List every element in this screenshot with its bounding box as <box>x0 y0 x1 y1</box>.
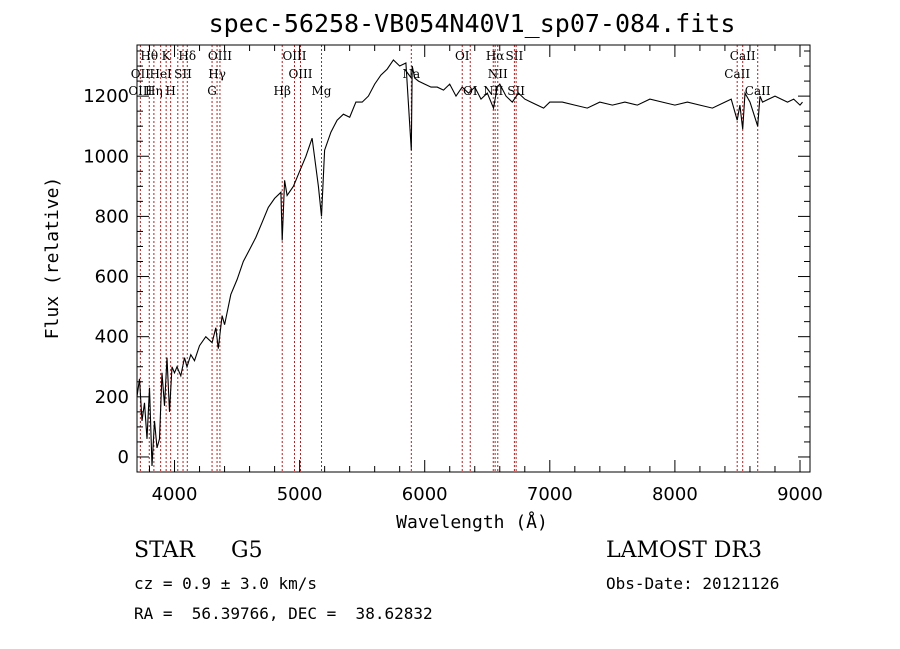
subclass-label: G5 <box>231 538 263 563</box>
obs-date: Obs-Date: 20121126 <box>606 574 780 593</box>
line-label: G <box>207 84 217 98</box>
x-axis-label: Wavelength (Å) <box>396 511 548 533</box>
chart-title: spec-56258-VB054N40V1_sp07-084.fits <box>209 9 736 38</box>
line-label: OIII <box>208 49 232 63</box>
line-label: CaII <box>730 49 756 63</box>
line-label: Mg <box>312 84 332 98</box>
y-tick-label: 200 <box>95 387 129 408</box>
line-label: NII <box>488 67 508 81</box>
line-label: Hη <box>145 84 163 98</box>
x-tick-label: 8000 <box>652 484 698 505</box>
y-axis-ticks: 0 200 400 600 800 1000 1200 <box>83 50 810 468</box>
line-label: Na <box>403 67 421 81</box>
line-label: OI <box>455 49 470 63</box>
line-label: Hα <box>486 49 505 63</box>
line-label: CaII <box>745 84 771 98</box>
flux-series-line <box>136 59 803 467</box>
emission-lines <box>139 45 759 472</box>
line-label: SII <box>174 67 192 81</box>
cz-value: cz = 0.9 ± 3.0 km/s <box>134 574 318 593</box>
ra-dec-value: RA = 56.39766, DEC = 38.62832 <box>134 604 433 623</box>
object-class: STAR G5 <box>134 538 263 563</box>
y-tick-label: 800 <box>95 206 129 227</box>
x-tick-label: 9000 <box>777 484 823 505</box>
line-label: CaII <box>724 67 750 81</box>
survey-label: LAMOST DR3 <box>606 538 762 563</box>
line-label: SII <box>507 84 525 98</box>
line-label: Hθ <box>140 49 158 63</box>
x-axis-ticks: 4000 5000 6000 7000 8000 9000 <box>149 45 823 505</box>
y-axis-label: Flux (relative) <box>42 177 63 340</box>
line-label: OIII <box>128 84 152 98</box>
y-tick-label: 1000 <box>83 146 129 167</box>
line-label: K <box>162 49 172 63</box>
line-label: Hβ <box>274 84 291 98</box>
class-label: STAR <box>134 538 195 563</box>
line-label: HeI <box>149 67 172 81</box>
x-tick-label: 6000 <box>402 484 448 505</box>
y-tick-label: 600 <box>95 267 129 288</box>
line-label: OIII <box>288 67 312 81</box>
line-label: OIII <box>282 49 306 63</box>
plot-frame <box>136 44 811 473</box>
line-label: Hγ <box>208 67 226 81</box>
line-label: H <box>165 84 175 98</box>
x-tick-label: 5000 <box>277 484 323 505</box>
line-label: Hδ <box>178 49 196 63</box>
line-label: SII <box>506 49 524 63</box>
y-tick-label: 400 <box>95 327 129 348</box>
y-tick-label: 0 <box>118 447 129 468</box>
x-tick-label: 4000 <box>152 484 198 505</box>
line-label: OII <box>131 67 151 81</box>
y-tick-label: 1200 <box>83 86 129 107</box>
x-tick-label: 7000 <box>527 484 573 505</box>
